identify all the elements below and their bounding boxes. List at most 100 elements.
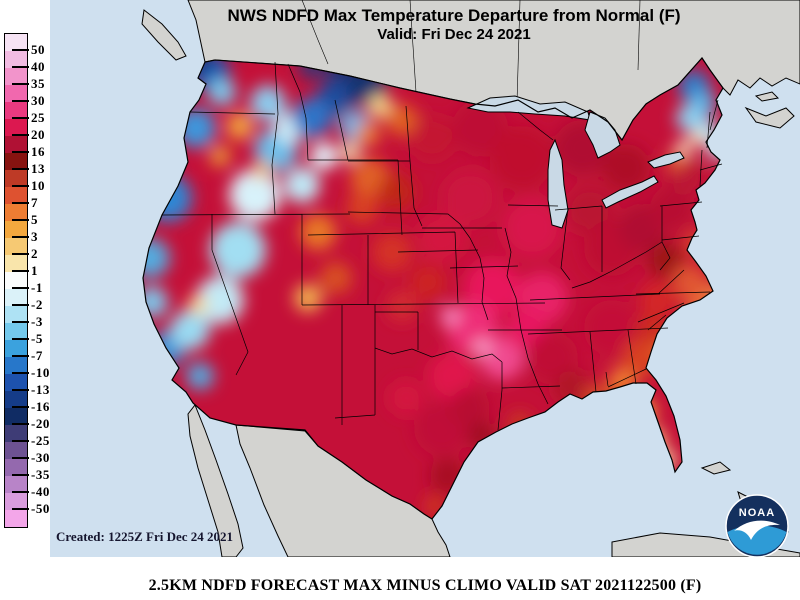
- colorbar-tick: [12, 321, 29, 323]
- colorbar-tick-label: -30: [31, 450, 50, 465]
- colorbar-tick: [12, 355, 29, 357]
- colorbar-tick-label: -5: [31, 331, 43, 346]
- colorbar-tick-label: -25: [31, 433, 50, 448]
- colorbar-tick: [12, 83, 29, 85]
- colorbar-tick: [12, 202, 29, 204]
- colorbar-tick-label: -16: [31, 399, 50, 414]
- colorbar-tick-label: 50: [31, 42, 45, 57]
- colorbar-segment: [5, 493, 27, 510]
- colorbar-tick-label: 30: [31, 93, 45, 108]
- map-title-block: NWS NDFD Max Temperature Departure from …: [50, 6, 800, 44]
- colorbar-segment: [5, 153, 27, 170]
- colorbar-segment: [5, 238, 27, 255]
- colorbar-tick: [12, 338, 29, 340]
- colorbar-segment: [5, 323, 27, 340]
- colorbar-segment: [5, 272, 27, 289]
- colorbar-tick-label: 25: [31, 110, 45, 125]
- colorbar-tick-label: -2: [31, 297, 43, 312]
- colorbar-segment: [5, 408, 27, 425]
- colorbar-segment: [5, 255, 27, 272]
- colorbar-tick: [12, 287, 29, 289]
- colorbar-tick: [12, 66, 29, 68]
- colorbar-tick: [12, 134, 29, 136]
- colorbar-segment: [5, 306, 27, 323]
- colorbar-tick-label: 16: [31, 144, 45, 159]
- colorbar-tick: [12, 508, 29, 510]
- colorbar-tick-label: -1: [31, 280, 43, 295]
- colorbar-segment: [5, 442, 27, 459]
- created-timestamp: Created: 1225Z Fri Dec 24 2021: [56, 529, 234, 544]
- colorbar: [4, 33, 28, 528]
- noaa-logo-text: NOAA: [739, 507, 775, 519]
- colorbar-segment: [5, 170, 27, 187]
- color-scale-legend: 50 40 35 30 25 20 16 13 10 7 5 3 2 1 -1 -2 -3 -5 -7 -10 -13 -…: [0, 0, 50, 557]
- weather-map: NWS NDFD Max Temperature Departure from …: [50, 0, 800, 558]
- colorbar-tick-label: 35: [31, 76, 45, 91]
- colorbar-tick: [12, 168, 29, 170]
- colorbar-tick: [12, 389, 29, 391]
- colorbar-segment: [5, 85, 27, 102]
- colorbar-tick: [12, 100, 29, 102]
- colorbar-segment: [5, 136, 27, 153]
- colorbar-tick-label: 3: [31, 229, 38, 244]
- map-title: NWS NDFD Max Temperature Departure from …: [227, 6, 681, 25]
- colorbar-tick: [12, 270, 29, 272]
- colorbar-segment: [5, 102, 27, 119]
- colorbar-segment: [5, 374, 27, 391]
- colorbar-tick-label: -35: [31, 467, 50, 482]
- colorbar-segment: [5, 119, 27, 136]
- colorbar-tick-label: 20: [31, 127, 45, 142]
- colorbar-segment: [5, 391, 27, 408]
- colorbar-segment: [5, 221, 27, 238]
- colorbar-tick: [12, 236, 29, 238]
- colorbar-segment: [5, 204, 27, 221]
- colorbar-segment: [5, 476, 27, 493]
- colorbar-segment: [5, 187, 27, 204]
- colorbar-tick: [12, 219, 29, 221]
- us-temperature-field: [143, 58, 723, 519]
- colorbar-tick: [12, 474, 29, 476]
- colorbar-tick: [12, 491, 29, 493]
- colorbar-tick-label: -50: [31, 501, 50, 516]
- colorbar-segment: [5, 51, 27, 68]
- colorbar-tick: [12, 49, 29, 51]
- bottom-caption: 2.5KM NDFD FORECAST MAX MINUS CLIMO VALI…: [148, 577, 702, 594]
- colorbar-tick-label: -10: [31, 365, 50, 380]
- colorbar-tick-label: 40: [31, 59, 45, 74]
- colorbar-tick-label: -7: [31, 348, 43, 363]
- great-lakes: [466, 95, 685, 229]
- state-borders: [161, 61, 723, 431]
- colorbar-segment: [5, 357, 27, 374]
- colorbar-tick-label: 10: [31, 178, 45, 193]
- colorbar-segment: [5, 34, 27, 51]
- colorbar-tick: [12, 457, 29, 459]
- province-borders: [301, 0, 641, 103]
- colorbar-segment: [5, 459, 27, 476]
- colorbar-tick: [12, 423, 29, 425]
- colorbar-segment: [5, 425, 27, 442]
- colorbar-segment: [5, 340, 27, 357]
- colorbar-tick: [12, 151, 29, 153]
- colorbar-tick: [12, 117, 29, 119]
- colorbar-tick: [12, 253, 29, 255]
- valid-time: Valid: Fri Dec 24 2021: [377, 26, 531, 43]
- colorbar-segment: [5, 289, 27, 306]
- colorbar-segment: [5, 68, 27, 85]
- colorbar-tick: [12, 406, 29, 408]
- colorbar-segment: [5, 510, 27, 527]
- map-canvas: [50, 0, 800, 557]
- colorbar-tick: [12, 185, 29, 187]
- colorbar-tick-label: 13: [31, 161, 45, 176]
- colorbar-tick-label: -40: [31, 484, 50, 499]
- noaa-seagull-icon: [734, 520, 780, 540]
- colorbar-tick-label: -20: [31, 416, 50, 431]
- colorbar-tick: [12, 440, 29, 442]
- colorbar-tick: [12, 372, 29, 374]
- colorbar-tick-label: -3: [31, 314, 43, 329]
- colorbar-tick: [12, 304, 29, 306]
- colorbar-tick-label: 5: [31, 212, 38, 227]
- us-outline: [142, 57, 724, 520]
- colorbar-tick-label: -13: [31, 382, 50, 397]
- colorbar-tick-label: 2: [31, 246, 38, 261]
